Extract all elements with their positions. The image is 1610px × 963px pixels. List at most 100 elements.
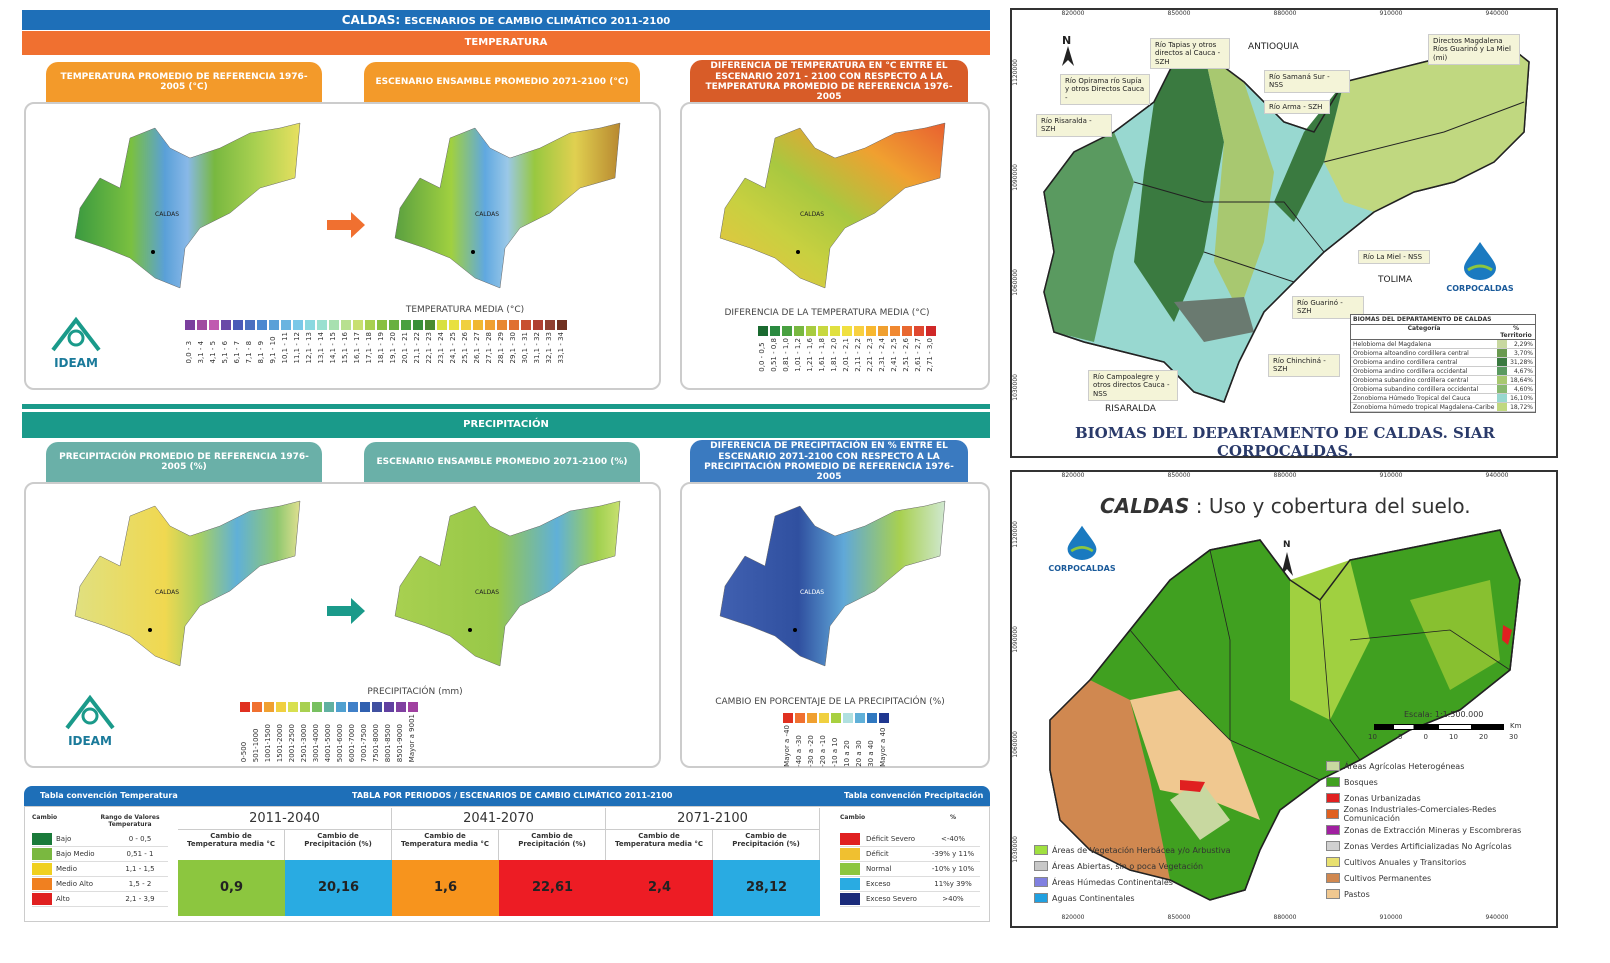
temp-convention-swatch: [32, 863, 52, 875]
legend-swatch: [842, 326, 852, 336]
legend-label: Mayor a 9001: [408, 714, 416, 763]
legend-label: 5,1 - 6: [221, 340, 229, 364]
callout-magdalena: Directos Magdalena Ríos Guarinó y La Mie…: [1428, 34, 1520, 66]
precip-convention-row: Déficit Severo <-40%: [840, 832, 980, 847]
temp-convention-range: 1,1 - 1,5: [125, 865, 155, 873]
precip-convention-row: Normal -10% y 10%: [840, 862, 980, 877]
precip-convention-row: Déficit -39% y 11%: [840, 847, 980, 862]
biomas-row-pct: 18,72%: [1510, 404, 1533, 411]
header-subtitle: ESCENARIOS DE CAMBIO CLIMÁTICO 2011-2100: [404, 16, 671, 27]
ideam-logo-bottom: IDEAM: [60, 694, 120, 750]
legend-label: 5001-6000: [336, 724, 344, 763]
temp-convention-swatch: [32, 833, 52, 845]
legend-swatch: [276, 702, 286, 712]
coord-label: 1060000: [1012, 269, 1019, 296]
uso-legend-swatch: [1326, 841, 1340, 851]
uso-legend-label: Cultivos Anuales y Transitorios: [1344, 857, 1467, 867]
temp-convention-label: Alto: [56, 895, 70, 903]
legend-label: 30 a 40: [867, 740, 875, 767]
caldas-map-label-2: CALDAS: [475, 211, 499, 218]
temp-ref-pill: TEMPERATURA PROMEDIO DE REFERENCIA 1976-…: [46, 62, 322, 102]
uso-legend-label: Zonas de Extracción Mineras y Escombrera…: [1344, 825, 1522, 835]
legend-label: 501-1000: [252, 728, 260, 763]
temp-convention-range: 2,1 - 3,9: [125, 895, 155, 903]
precip-convention-range: <-40%: [941, 835, 965, 843]
legend-label: 1,01 - 1,2: [794, 338, 802, 372]
precip-convention-row: Exceso 11%y 39%: [840, 877, 980, 892]
uso-legend-label: Áreas de Vegetación Herbácea y/o Arbusti…: [1052, 845, 1231, 855]
legend-label: 2,51 - 2,6: [902, 338, 910, 372]
temp-convention-row: Medio Alto 1,5 - 2: [32, 877, 168, 892]
temp-convention: Cambio Rango de Valores Temperatura Bajo…: [32, 814, 168, 907]
legend-label: 10,1 - 11: [281, 332, 289, 364]
coord-label: 940000: [1485, 472, 1509, 479]
legend-swatch: [348, 702, 358, 712]
coord-label: 850000: [1167, 10, 1191, 17]
ideam-logo-text-2: IDEAM: [68, 734, 112, 748]
coord-label: 940000: [1485, 10, 1509, 17]
legend-swatch: [233, 320, 243, 330]
legend-swatch: [389, 320, 399, 330]
biomas-row-swatch: [1497, 367, 1507, 375]
precip-convention-title: Tabla convención Precipitación: [844, 791, 984, 800]
legend-swatch: [384, 702, 394, 712]
legend-swatch: [807, 713, 817, 723]
scale-number: 5: [1397, 733, 1403, 741]
legend-swatch: [264, 702, 274, 712]
legend-swatch: [401, 320, 411, 330]
precip-convention-label: Normal: [866, 865, 892, 873]
uso-legend-label: Pastos: [1344, 889, 1370, 899]
column-header: Cambio de Temperatura media °C: [606, 830, 713, 860]
precip-ref-map: CALDAS: [74, 500, 301, 667]
temp-convention-row: Medio 1,1 - 1,5: [32, 862, 168, 877]
north-arrow-icon: [1062, 46, 1074, 66]
precip-convention-swatch: [840, 878, 860, 890]
biomas-row-swatch: [1497, 340, 1507, 348]
legend-label: 10 a 20: [843, 740, 851, 767]
uso-legend-row: Áreas de Vegetación Herbácea y/o Arbusti…: [1034, 842, 1234, 858]
temp-convention-label: Bajo Medio: [56, 850, 95, 858]
legend-swatch: [890, 326, 900, 336]
precip-scenario-map: CALDAS: [394, 500, 621, 667]
legend-swatch: [473, 320, 483, 330]
temp-legend-title: TEMPERATURA MEDIA (°C): [405, 305, 525, 315]
temp-convention-label: Medio Alto: [56, 880, 94, 888]
legend-swatch: [521, 320, 531, 330]
uso-legend-swatch: [1326, 793, 1340, 803]
uso-corpocaldas-logo: CORPOCALDAS: [1046, 524, 1118, 584]
legend-swatch: [879, 713, 889, 723]
legend-swatch: [830, 326, 840, 336]
uso-legend-left: Áreas de Vegetación Herbácea y/o Arbusti…: [1034, 842, 1234, 906]
coord-label: 820000: [1061, 472, 1085, 479]
coord-label: 820000: [1061, 914, 1085, 921]
legend-swatch: [806, 326, 816, 336]
scale-number: 10: [1449, 733, 1458, 741]
biomas-row-swatch: [1497, 385, 1507, 393]
legend-swatch: [396, 702, 406, 712]
table-body: [24, 806, 990, 922]
legend-label: 31,1 - 32: [533, 332, 541, 364]
legend-swatch: [324, 702, 334, 712]
precip-legend-swatches: [240, 702, 418, 712]
legend-swatch: [926, 326, 936, 336]
coord-label: 1120000: [1012, 59, 1019, 86]
temp-diff-map: CALDAS: [719, 122, 946, 289]
legend-swatch: [408, 702, 418, 712]
legend-label: 0,0 - 0,5: [758, 342, 766, 372]
period-value: 0,9: [178, 860, 285, 916]
legend-label: Mayor a 40: [879, 727, 887, 767]
biomas-row-name: Zonobioma Húmedo Tropical del Cauca: [1353, 395, 1471, 402]
uso-legend-swatch: [1326, 761, 1340, 771]
biomas-map: [1043, 41, 1530, 403]
temp-convention-row: Bajo Medio 0,51 - 1: [32, 847, 168, 862]
caldas-map-label: CALDAS: [155, 211, 179, 218]
legend-label: -40 a -30: [795, 735, 803, 767]
biomas-table-row: Orobioma altoandino cordillera central 3,…: [1351, 349, 1535, 358]
legend-label: -10 a 10: [831, 737, 839, 767]
period-value: 2,4: [606, 860, 713, 916]
biomas-coords-left: 1120000 1090000 1060000 1030000: [1012, 20, 1024, 440]
legend-swatch: [240, 702, 250, 712]
legend-swatch: [843, 713, 853, 723]
legend-label: 7,1 - 8: [245, 340, 253, 364]
legend-swatch: [902, 326, 912, 336]
